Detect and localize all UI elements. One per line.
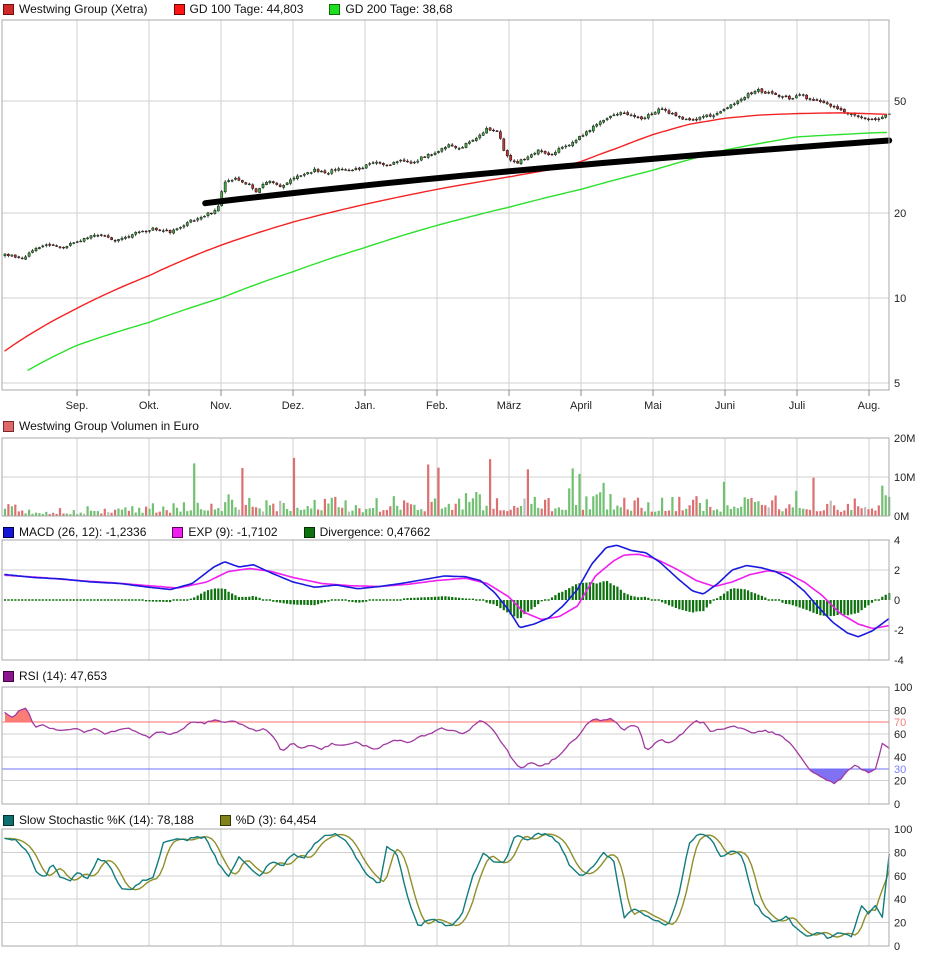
legend-label: %D (3): 64,454 — [235, 813, 317, 827]
legend-label: Westwing Group Volumen in Euro — [19, 419, 199, 433]
svg-text:20: 20 — [894, 918, 906, 930]
stoch-legend: Slow Stochastic %K (14): 78,188 %D (3): 6… — [3, 813, 316, 827]
svg-text:0: 0 — [894, 941, 900, 953]
legend-label: GD 100 Tage: 44,803 — [189, 2, 304, 16]
svg-text:50: 50 — [894, 96, 906, 108]
svg-text:März: März — [497, 400, 521, 412]
legend-color-swatch-icon — [3, 814, 14, 826]
legend-color-swatch-icon — [329, 3, 341, 15]
svg-text:20: 20 — [894, 208, 906, 220]
legend-color-swatch-icon — [303, 526, 315, 538]
legend-color-swatch-icon — [3, 526, 14, 538]
svg-text:80: 80 — [894, 847, 906, 859]
svg-text:60: 60 — [894, 729, 906, 741]
macd-legend: MACD (26, 12): -1,2336 EXP (9): -1,7102 Di… — [3, 525, 430, 539]
legend-label: MACD (26, 12): -1,2336 — [19, 525, 147, 539]
legend-color-swatch-icon — [3, 420, 14, 432]
svg-text:40: 40 — [894, 894, 906, 906]
svg-text:10M: 10M — [894, 472, 915, 484]
svg-text:Mai: Mai — [644, 400, 662, 412]
svg-text:Feb.: Feb. — [426, 400, 448, 412]
svg-text:0M: 0M — [894, 511, 909, 523]
legend-label: Slow Stochastic %K (14): 78,188 — [19, 813, 194, 827]
svg-text:April: April — [570, 400, 592, 412]
legend-item: Divergence: 0,47662 — [303, 525, 431, 539]
rsi-legend: RSI (14): 47,653 — [3, 669, 107, 683]
legend-color-swatch-icon — [3, 670, 14, 682]
svg-text:20: 20 — [894, 776, 906, 788]
svg-text:2: 2 — [894, 565, 900, 577]
svg-text:Okt.: Okt. — [139, 400, 159, 412]
svg-text:30: 30 — [894, 764, 906, 776]
legend-color-swatch-icon — [173, 3, 185, 15]
legend-item: GD 200 Tage: 38,68 — [329, 2, 453, 16]
legend-label: RSI (14): 47,653 — [19, 669, 108, 683]
svg-text:100: 100 — [894, 824, 912, 836]
svg-text:Aug.: Aug. — [858, 400, 881, 412]
volume-legend: Westwing Group Volumen in Euro — [3, 419, 199, 433]
svg-text:Dez.: Dez. — [282, 400, 305, 412]
svg-text:4: 4 — [894, 535, 900, 547]
legend-color-swatch-icon — [3, 3, 14, 15]
svg-text:Sep.: Sep. — [66, 400, 89, 412]
legend-item: MACD (26, 12): -1,2336 — [3, 525, 146, 539]
legend-color-swatch-icon — [219, 814, 231, 826]
price-legend: Westwing Group (Xetra) GD 100 Tage: 44,80… — [3, 2, 453, 16]
svg-text:Juli: Juli — [789, 400, 806, 412]
svg-text:80: 80 — [894, 705, 906, 717]
svg-text:20M: 20M — [894, 433, 915, 445]
legend-label: Divergence: 0,47662 — [319, 525, 431, 539]
svg-text:-2: -2 — [894, 625, 904, 637]
svg-text:Juni: Juni — [715, 400, 735, 412]
legend-item: Westwing Group Volumen in Euro — [3, 419, 199, 433]
svg-text:-4: -4 — [894, 655, 904, 667]
svg-text:0: 0 — [894, 799, 900, 811]
legend-item: EXP (9): -1,7102 — [172, 525, 278, 539]
legend-item: Slow Stochastic %K (14): 78,188 — [3, 813, 194, 827]
svg-text:Nov.: Nov. — [210, 400, 232, 412]
svg-text:Jan.: Jan. — [355, 400, 376, 412]
svg-text:5: 5 — [894, 378, 900, 390]
svg-text:60: 60 — [894, 871, 906, 883]
legend-label: EXP (9): -1,7102 — [188, 525, 278, 539]
legend-item: RSI (14): 47,653 — [3, 669, 107, 683]
svg-text:100: 100 — [894, 682, 912, 694]
legend-color-swatch-icon — [172, 526, 184, 538]
svg-text:10: 10 — [894, 293, 906, 305]
svg-text:70: 70 — [894, 717, 906, 729]
svg-text:40: 40 — [894, 752, 906, 764]
legend-item: GD 100 Tage: 44,803 — [173, 2, 304, 16]
legend-label: Westwing Group (Xetra) — [19, 2, 148, 16]
legend-label: GD 200 Tage: 38,68 — [345, 2, 453, 16]
svg-text:0: 0 — [894, 595, 900, 607]
legend-item: Westwing Group (Xetra) — [3, 2, 148, 16]
legend-item: %D (3): 64,454 — [219, 813, 317, 827]
